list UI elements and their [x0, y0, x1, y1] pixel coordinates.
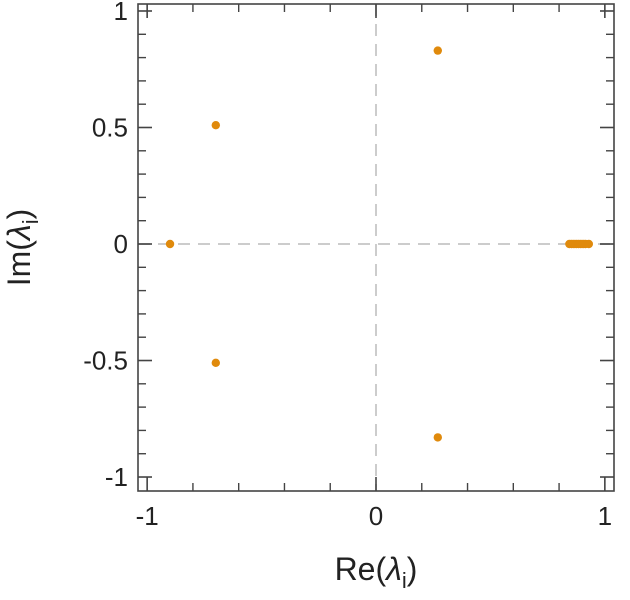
x-tick-label: -1 — [136, 501, 159, 531]
y-axis-label-suffix: ) — [1, 209, 37, 220]
data-points — [165, 46, 594, 442]
x-tick-label: 0 — [369, 501, 383, 531]
minor-ticks — [138, 4, 614, 491]
y-tick-labels: 1 0.5 0 -0.5 -1 — [83, 0, 128, 492]
x-tick-label: 1 — [598, 501, 612, 531]
y-tick-label: -1 — [105, 462, 128, 492]
y-tick-label: -0.5 — [83, 346, 128, 376]
data-point — [211, 120, 221, 130]
y-axis-label-prefix: Im( — [1, 240, 37, 287]
major-ticks — [138, 4, 614, 491]
data-point — [165, 239, 175, 249]
y-axis-label-symbol: λ — [1, 224, 37, 242]
y-tick-label: 0.5 — [92, 112, 128, 142]
x-tick-labels: -1 0 1 — [136, 501, 612, 531]
data-point — [433, 46, 442, 55]
data-point — [433, 433, 442, 442]
x-axis-label-sub: i — [402, 568, 407, 593]
y-axis-label-sub: i — [18, 219, 43, 224]
plot-frame — [137, 3, 615, 492]
y-tick-label: 1 — [114, 0, 128, 26]
x-axis-label-symbol: λ — [384, 551, 402, 587]
y-tick-label: 0 — [114, 229, 128, 259]
x-axis-label-suffix: ) — [407, 551, 418, 587]
data-point — [211, 358, 221, 368]
data-point — [584, 239, 594, 249]
reference-lines — [138, 4, 614, 491]
x-axis-label-prefix: Re( — [335, 551, 387, 587]
y-axis-label: Im(λi) — [1, 209, 43, 287]
x-axis-label: Re(λi) — [335, 551, 418, 593]
